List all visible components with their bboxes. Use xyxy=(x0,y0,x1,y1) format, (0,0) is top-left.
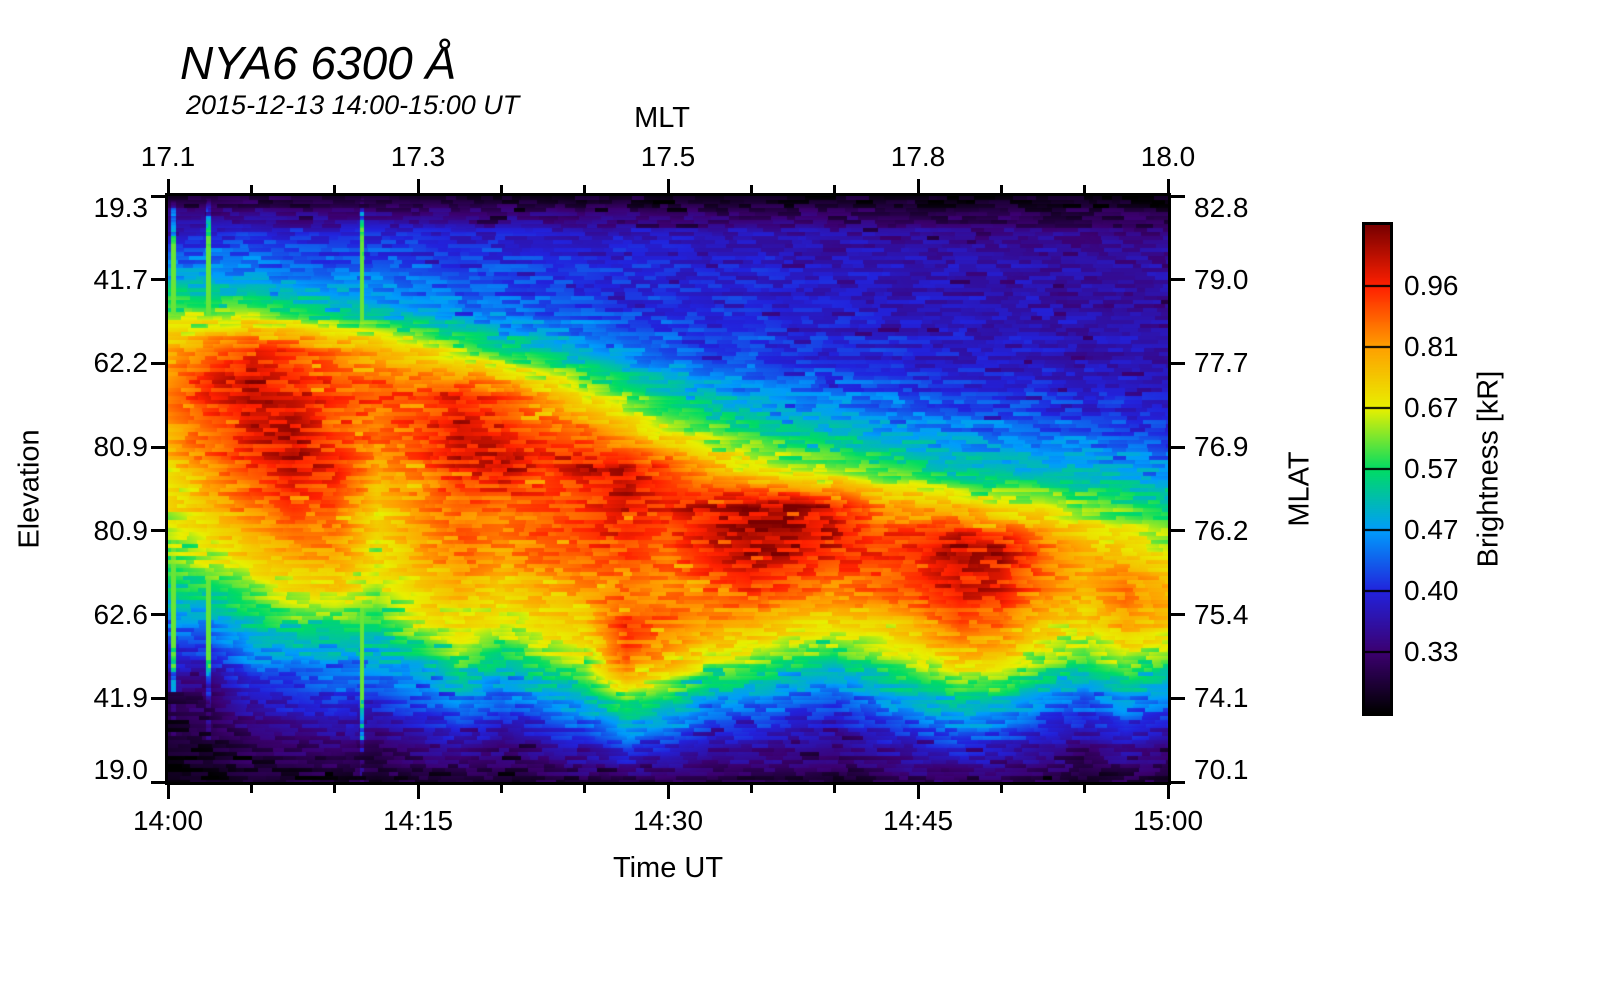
elevation-tick-label: 80.9 xyxy=(93,431,149,463)
colorbar-tick-label: 0.57 xyxy=(1404,453,1459,484)
elevation-tick-label: 80.9 xyxy=(93,514,149,546)
mlt-tick-label: 17.3 xyxy=(390,141,446,172)
colorbar-tick-label: 0.47 xyxy=(1404,514,1459,545)
mlat-tick-label: 75.4 xyxy=(1194,598,1249,630)
time-minor-tick xyxy=(833,785,837,793)
colorbar xyxy=(1362,222,1393,716)
time-minor-tick xyxy=(583,785,587,793)
mlt-minor-tick xyxy=(999,185,1003,193)
colorbar-tick-label: 0.33 xyxy=(1404,636,1459,667)
mlt-minor-tick xyxy=(749,185,753,193)
time-axis-label: Time UT xyxy=(612,852,724,884)
mlt-minor-tick xyxy=(583,185,587,193)
mlt-major-tick xyxy=(416,179,420,193)
colorbar-axis-label: Brightness [kR] xyxy=(1472,370,1505,568)
time-minor-tick xyxy=(499,785,503,793)
colorbar-tick-label: 0.67 xyxy=(1404,392,1459,423)
mlt-minor-tick xyxy=(499,185,503,193)
elevation-tick-label: 19.0 xyxy=(93,754,149,785)
time-major-tick xyxy=(416,785,420,799)
elevation-tick xyxy=(151,780,165,784)
elevation-tick xyxy=(151,613,165,617)
mlat-tick xyxy=(1171,696,1185,700)
mlt-tick-label: 18.0 xyxy=(1140,141,1196,172)
mlt-minor-tick xyxy=(1083,185,1087,193)
mlat-tick-label: 79.0 xyxy=(1194,263,1249,295)
mlt-axis-label: MLT xyxy=(634,102,690,134)
elevation-tick xyxy=(151,529,165,533)
mlat-tick xyxy=(1171,361,1185,365)
elevation-tick xyxy=(151,445,165,449)
colorbar-tick-label: 0.96 xyxy=(1404,270,1459,301)
mlt-tick-label: 17.1 xyxy=(140,141,196,172)
time-minor-tick xyxy=(749,785,753,793)
mlt-tick-label: 17.8 xyxy=(890,141,946,172)
time-tick-label: 14:45 xyxy=(882,805,954,836)
time-tick-label: 14:15 xyxy=(382,805,454,836)
time-tick-label: 14:30 xyxy=(632,805,704,836)
time-major-tick xyxy=(1166,785,1170,799)
elevation-tick xyxy=(151,278,165,282)
mlt-major-tick xyxy=(1166,179,1170,193)
elevation-tick-label: 62.6 xyxy=(93,598,149,630)
mlat-tick-label: 82.8 xyxy=(1194,192,1249,223)
mlat-tick xyxy=(1171,780,1185,784)
mlt-tick-label: 17.5 xyxy=(640,141,696,172)
time-major-tick xyxy=(666,785,670,799)
page-title: NYA6 6300 Å xyxy=(180,37,457,89)
mlat-axis-label: MLAT xyxy=(1283,451,1316,527)
elevation-tick-label: 41.9 xyxy=(93,682,149,714)
time-minor-tick xyxy=(1083,785,1087,793)
figure-subtitle: 2015-12-13 14:00-15:00 UT xyxy=(186,90,520,120)
time-tick-label: 15:00 xyxy=(1132,805,1204,836)
mlat-tick-label: 76.2 xyxy=(1194,514,1249,546)
mlat-tick xyxy=(1171,613,1185,617)
time-minor-tick xyxy=(999,785,1003,793)
mlat-tick-label: 77.7 xyxy=(1194,347,1249,379)
mlt-major-tick xyxy=(666,179,670,193)
elevation-tick-label: 62.2 xyxy=(93,347,149,379)
elevation-tick xyxy=(151,696,165,700)
mlt-minor-tick xyxy=(333,185,337,193)
mlat-tick-label: 74.1 xyxy=(1194,682,1249,714)
mlat-tick-label: 70.1 xyxy=(1194,754,1249,785)
mlt-minor-tick xyxy=(249,185,253,193)
mlat-tick-label: 76.9 xyxy=(1194,431,1249,463)
time-minor-tick xyxy=(333,785,337,793)
colorbar-tick-label: 0.81 xyxy=(1404,331,1459,362)
mlat-tick xyxy=(1171,194,1185,198)
mlt-minor-tick xyxy=(833,185,837,193)
mlat-tick xyxy=(1171,445,1185,449)
elevation-tick-label: 19.3 xyxy=(93,192,149,223)
mlat-tick xyxy=(1171,529,1185,533)
mlat-tick xyxy=(1171,278,1185,282)
mlt-major-tick xyxy=(166,179,170,193)
time-minor-tick xyxy=(249,785,253,793)
elevation-tick xyxy=(151,361,165,365)
time-major-tick xyxy=(166,785,170,799)
time-tick-label: 14:00 xyxy=(132,805,204,836)
colorbar-tick-label: 0.40 xyxy=(1404,575,1459,606)
keogram-heatmap xyxy=(168,196,1168,782)
time-major-tick xyxy=(916,785,920,799)
mlt-major-tick xyxy=(916,179,920,193)
elevation-tick xyxy=(151,194,165,198)
elevation-tick-label: 41.7 xyxy=(93,263,149,295)
